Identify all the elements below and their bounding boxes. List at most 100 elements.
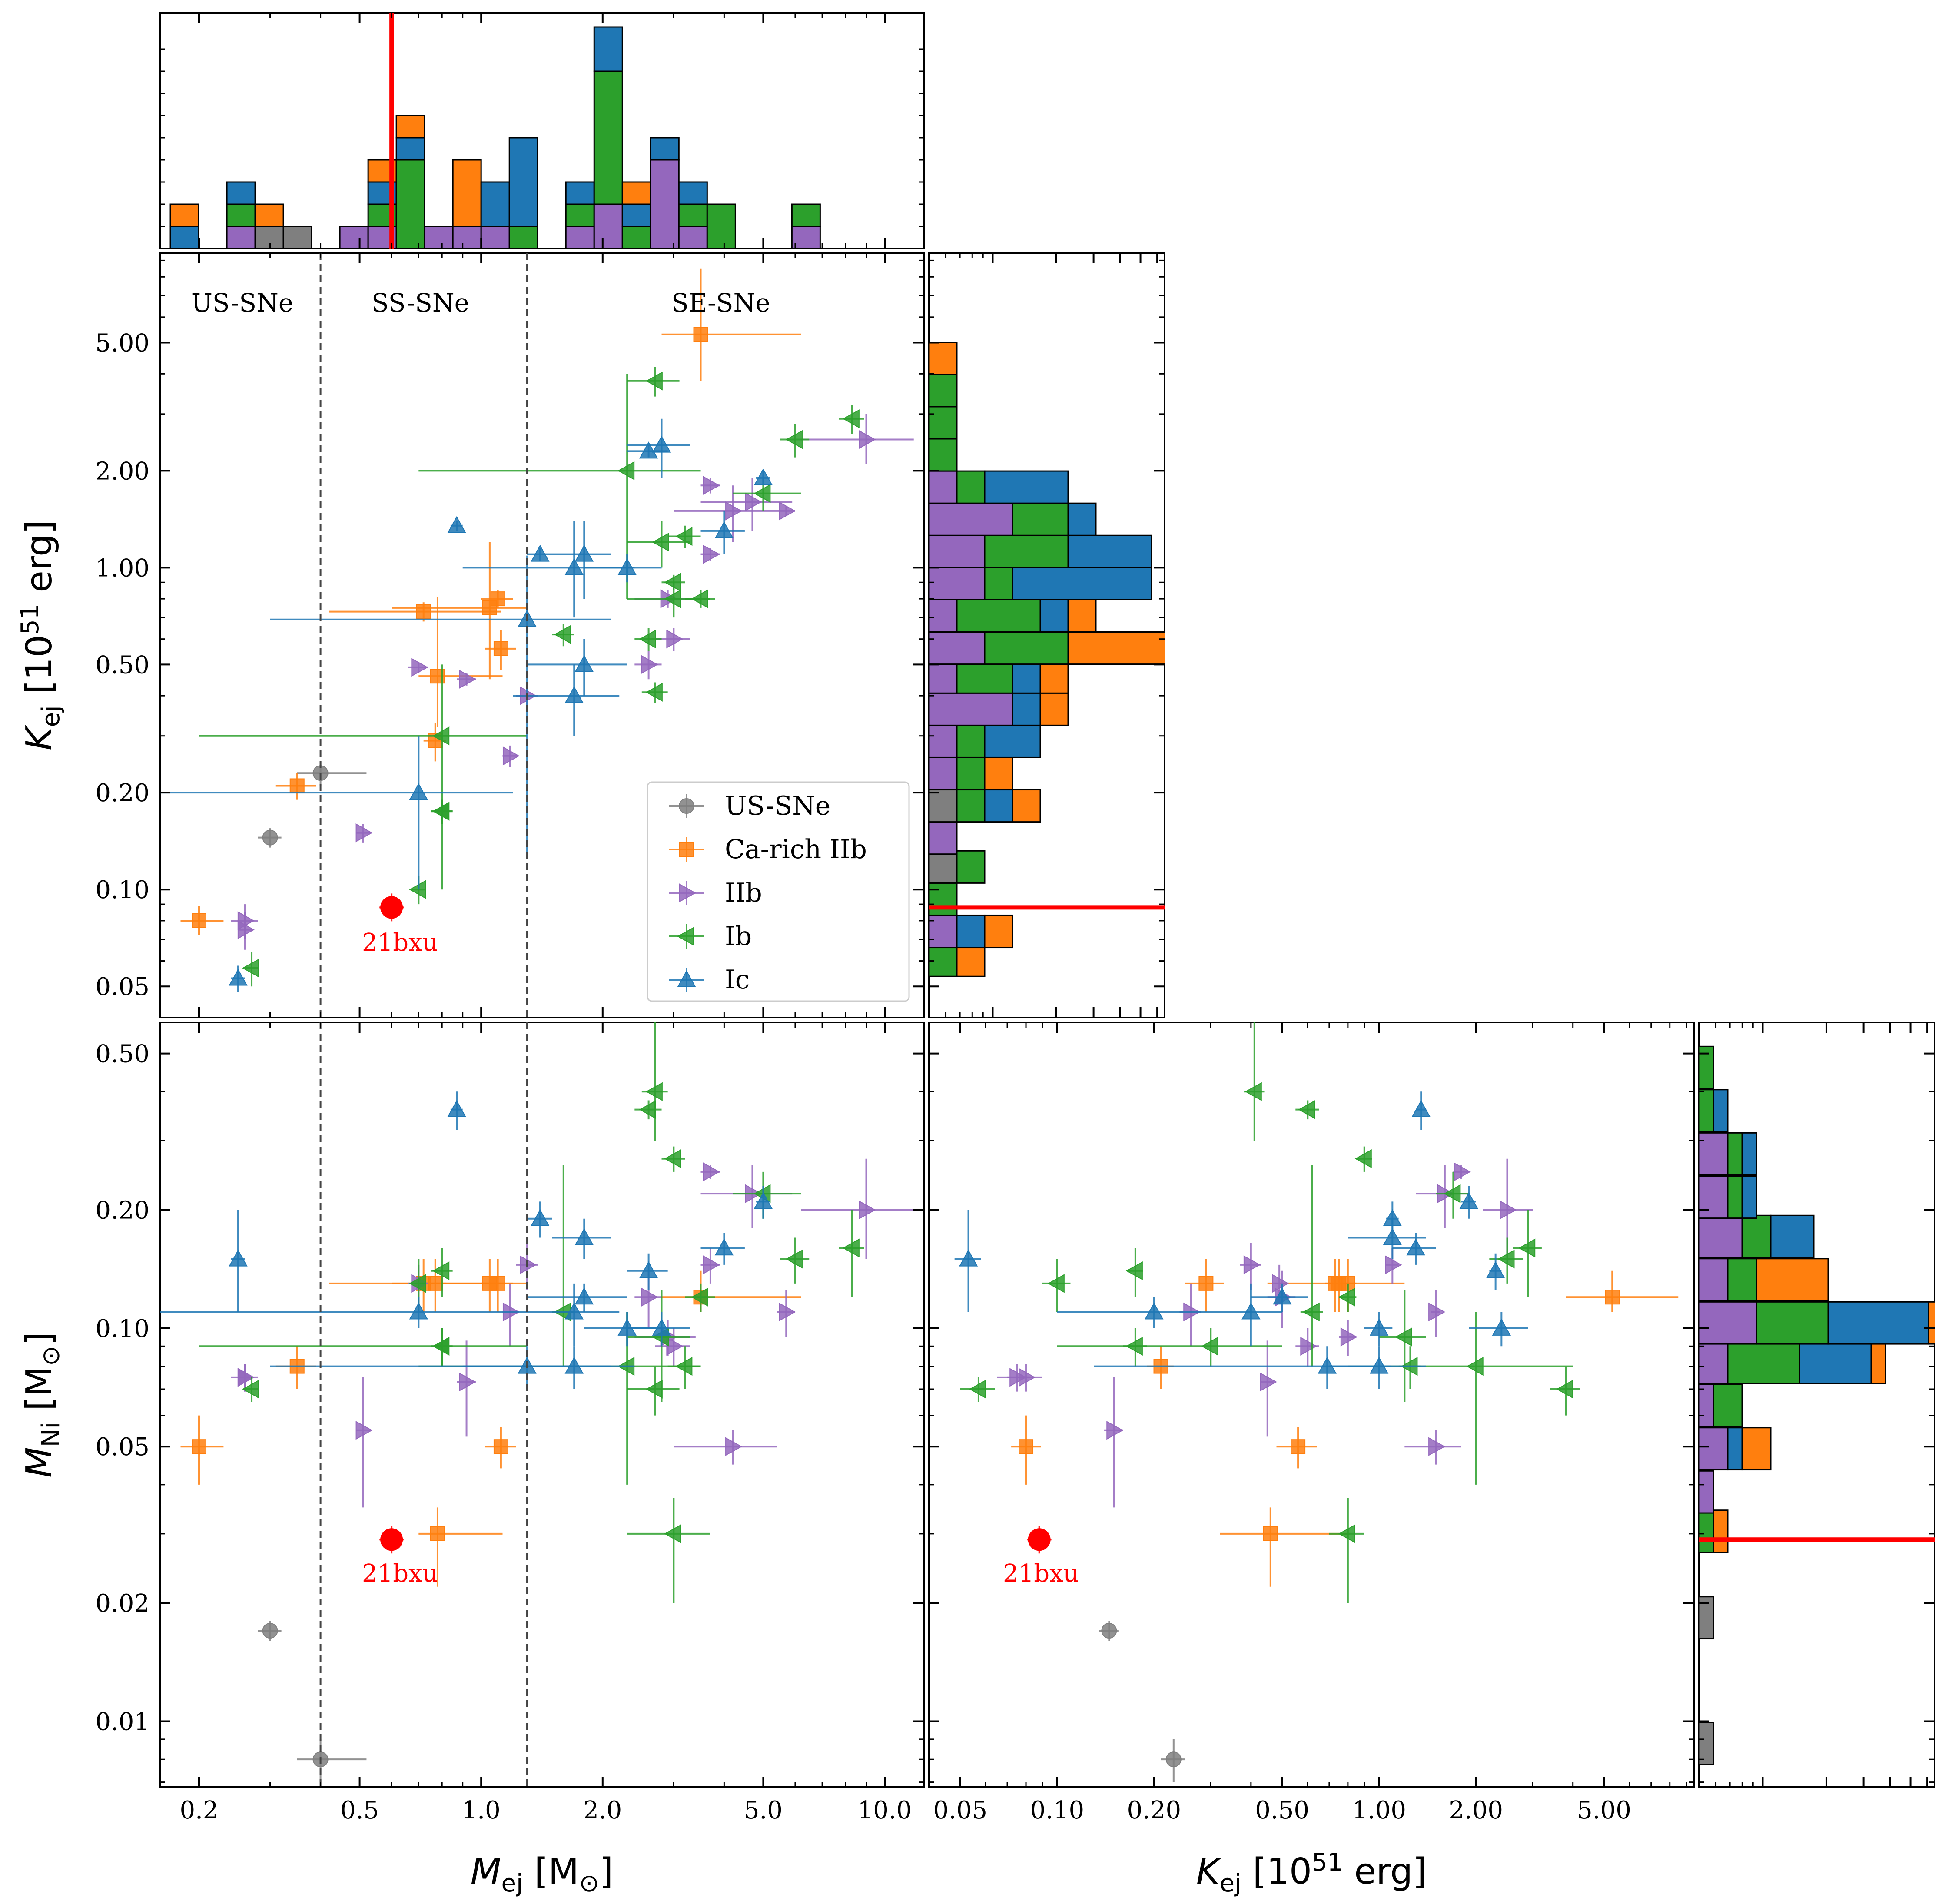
mni-kej-ic-1-marker: [1145, 1302, 1164, 1320]
mni-mej-x-tick-label-2: 1.0: [462, 1796, 501, 1824]
mni-hist-bar-12-ic: [1713, 1089, 1729, 1133]
kej-hist-bar-7-ib: [956, 724, 986, 758]
kej-hist-bar-2-ib: [929, 882, 958, 916]
mej-hist-bar-9-ic: [480, 181, 510, 227]
kej-hist-bar-11-iib: [929, 599, 958, 633]
mni-hist-bar-4-ic: [1727, 1427, 1743, 1471]
kej-hist-bar-10-ca-rich-iib: [1067, 631, 1165, 665]
kej-mej-ic-5-marker: [564, 558, 584, 575]
mni-kej-ib-7-marker: [1298, 1100, 1315, 1119]
mni-kej-ib-15-marker: [1444, 1184, 1461, 1203]
kej-mej-ca-rich-iib-3-marker: [416, 604, 431, 619]
highlight-label-mni-mej: 21bxu: [362, 1559, 438, 1588]
kej-hist-bar-9-ic: [1012, 660, 1041, 694]
mni-kej-ca-rich-iib-5-marker: [1331, 1276, 1347, 1291]
kej-mej-ib-15-marker: [753, 484, 771, 503]
kej-hist-bar-1-ca-rich-iib: [984, 914, 1013, 949]
mej-hist-bar-8-iib: [452, 226, 482, 249]
mni-mej-y-tick-label-2: 0.05: [95, 1433, 149, 1461]
kej-mej-ic-4-marker: [531, 544, 550, 562]
kej-hist-bar-0-ca-rich-iib: [956, 943, 986, 977]
kej-mej-iib-3-marker: [411, 658, 428, 677]
mni-hist-bar-11-ib: [1727, 1132, 1743, 1176]
kej-hist-bar-7-ic: [984, 724, 1041, 758]
mni-hist-bar-10-iib: [1699, 1175, 1729, 1219]
kej-mej-iib-5-marker: [502, 746, 520, 766]
main-y-tick-label-5: 2.00: [95, 457, 149, 485]
kej-hist-bar-9-ca-rich-iib: [1039, 660, 1069, 694]
kej-hist-bar-8-ic: [1012, 692, 1041, 726]
mni-mej-ib-12-marker: [664, 1524, 681, 1543]
legend-label-us-sne: US-SNe: [725, 791, 830, 821]
kej-mej-ic-0-marker: [229, 969, 248, 986]
mni-mej-ca-rich-iib-0-marker: [192, 1439, 207, 1454]
mej-hist-bar-9-iib: [480, 226, 510, 249]
mni-mej-ic-12-marker: [714, 1238, 734, 1256]
mej-hist-bar-14-ic: [650, 137, 680, 161]
panel-mej-histogram: [159, 12, 925, 249]
mni-mej-ib-13-marker: [675, 1357, 693, 1376]
mni-mej-ic-1-marker: [409, 1302, 428, 1320]
kej-mej-ib-6-marker: [554, 625, 571, 644]
mni-kej-iib-10-marker: [1385, 1255, 1402, 1274]
kej-mej-ca-rich-iib-5-marker: [482, 600, 497, 615]
mej-hist-bar-12-iib: [593, 203, 623, 249]
mni-kej-ib-12-marker: [1338, 1524, 1355, 1543]
kej-mej-ca-rich-iib-4-marker: [490, 591, 505, 607]
main-y-tick-label-0: 0.05: [95, 973, 149, 1001]
mni-kej-us-sne-0-marker: [1101, 1623, 1117, 1639]
mej-hist-bar-8-ca-rich-iib: [452, 159, 482, 227]
legend-ic-marker: [677, 970, 696, 987]
kej-mej-ib-12-marker: [664, 589, 681, 608]
kej-hist-bar-6-iib: [929, 756, 958, 791]
mni-histogram-bars: [1699, 1045, 1935, 1765]
kej-hist-bar-3-us-sne: [929, 850, 958, 884]
mni-mej-x-tick-label-1: 0.5: [340, 1796, 379, 1824]
mni-kej-ca-rich-iib-7-marker: [1198, 1276, 1214, 1291]
mni-mej-x-tick-label-0: 0.2: [179, 1796, 218, 1824]
kej-mej-iib-4-marker: [459, 670, 476, 689]
mni-kej-ic-7-marker: [1383, 1228, 1402, 1245]
kej-mej-iib-11-marker: [703, 476, 720, 495]
mni-kej-x-tick-label-5: 2.00: [1449, 1796, 1503, 1824]
kej-hist-bar-6-ca-rich-iib: [984, 756, 1013, 791]
kej-hist-bar-8-iib: [929, 692, 1013, 726]
kej-mej-iib-12-marker: [725, 501, 743, 521]
kej-hist-bar-3-ib: [956, 850, 986, 884]
mni-hist-bar-6-iib: [1699, 1340, 1729, 1384]
mni-mej-iib-14-marker: [779, 1302, 796, 1322]
mej-hist-bar-2-us-sne: [254, 226, 284, 249]
mni-kej-ic-11-marker: [1492, 1318, 1511, 1336]
mni-hist-bar-2-ib: [1699, 1509, 1714, 1553]
mni-kej-iib-1-marker: [1009, 1368, 1027, 1387]
mni-kej-ca-rich-iib-0-marker: [1019, 1439, 1034, 1454]
mni-mej-ca-rich-iib-6-marker: [493, 1439, 508, 1454]
mej-hist-bar-15-ic: [678, 181, 708, 205]
main-y-tick-label-4: 1.00: [95, 554, 149, 582]
kej-mej-ca-rich-iib-0-marker: [192, 913, 207, 928]
kej-mej-ic-12-marker: [714, 521, 734, 538]
mej-hist-bar-11-ic: [565, 181, 595, 205]
mni-mej-ca-rich-iib-5-marker: [482, 1276, 497, 1291]
legend-iib-marker: [679, 883, 697, 902]
kej-hist-bar-15-iib: [929, 470, 958, 504]
kej-hist-bar-13-ic: [1067, 534, 1152, 568]
mni-kej-x-tick-label-2: 0.20: [1127, 1796, 1181, 1824]
mni-mej-x-tick-label-5: 10.0: [858, 1796, 912, 1824]
legend-us-sne-marker: [679, 798, 694, 814]
mni-mej-ic-7-marker: [574, 1228, 594, 1245]
mni-hist-bar-7-ca-rich-iib: [1928, 1301, 1935, 1345]
kej-hist-bar-5-ca-rich-iib: [1012, 789, 1041, 823]
mej-hist-bar-14-iib: [650, 159, 680, 249]
mni-hist-bar-8-ca-rich-iib: [1756, 1258, 1829, 1302]
mni-kej-ib-14-marker: [1338, 1287, 1355, 1307]
mej-hist-bar-12-ib: [593, 70, 623, 205]
kej-hist-bar-8-ca-rich-iib: [1039, 692, 1069, 726]
mni-mej-iib-4-marker: [459, 1372, 476, 1392]
mni-mej-ib-11-marker: [664, 1149, 681, 1168]
mej-hist-bar-1-ic: [226, 181, 256, 205]
kej-mej-ib-4-marker: [432, 802, 450, 821]
kej-hist-bar-6-ib: [956, 756, 986, 791]
kej-vs-mej-points: [160, 253, 914, 1018]
mni-mej-iib-10-marker: [703, 1255, 720, 1274]
